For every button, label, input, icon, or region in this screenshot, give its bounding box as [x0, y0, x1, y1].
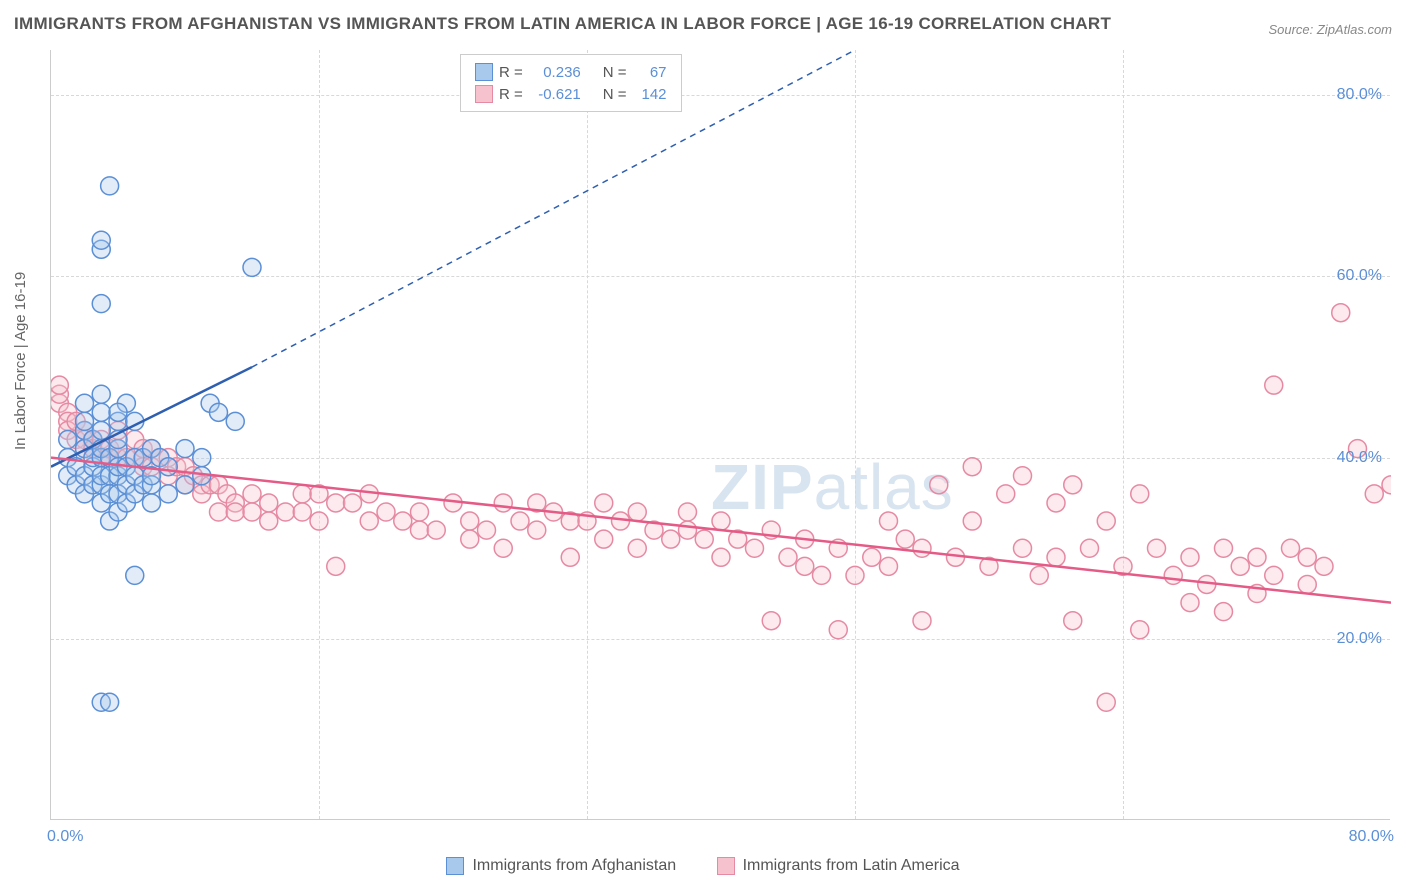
- legend-item-afghanistan: Immigrants from Afghanistan: [446, 857, 676, 875]
- swatch-latin-america: [475, 85, 493, 103]
- correlation-chart: IMMIGRANTS FROM AFGHANISTAN VS IMMIGRANT…: [0, 0, 1406, 892]
- legend-row-latin-america: R = -0.621 N = 142: [475, 83, 667, 105]
- chart-source: Source: ZipAtlas.com: [1268, 22, 1392, 37]
- legend-item-latin-america: Immigrants from Latin America: [717, 857, 960, 875]
- correlation-legend: R = 0.236 N = 67 R = -0.621 N = 142: [460, 54, 682, 112]
- scatter-svg: [51, 50, 1391, 820]
- swatch-afghanistan-icon: [446, 857, 464, 875]
- chart-title: IMMIGRANTS FROM AFGHANISTAN VS IMMIGRANT…: [14, 14, 1111, 34]
- plot-area: ZIPatlas 20.0%40.0%60.0%80.0%0.0%80.0%: [50, 50, 1390, 820]
- swatch-latin-america-icon: [717, 857, 735, 875]
- y-axis-label: In Labor Force | Age 16-19: [12, 272, 29, 450]
- series-legend: Immigrants from Afghanistan Immigrants f…: [0, 857, 1406, 880]
- legend-row-afghanistan: R = 0.236 N = 67: [475, 61, 667, 83]
- swatch-afghanistan: [475, 63, 493, 81]
